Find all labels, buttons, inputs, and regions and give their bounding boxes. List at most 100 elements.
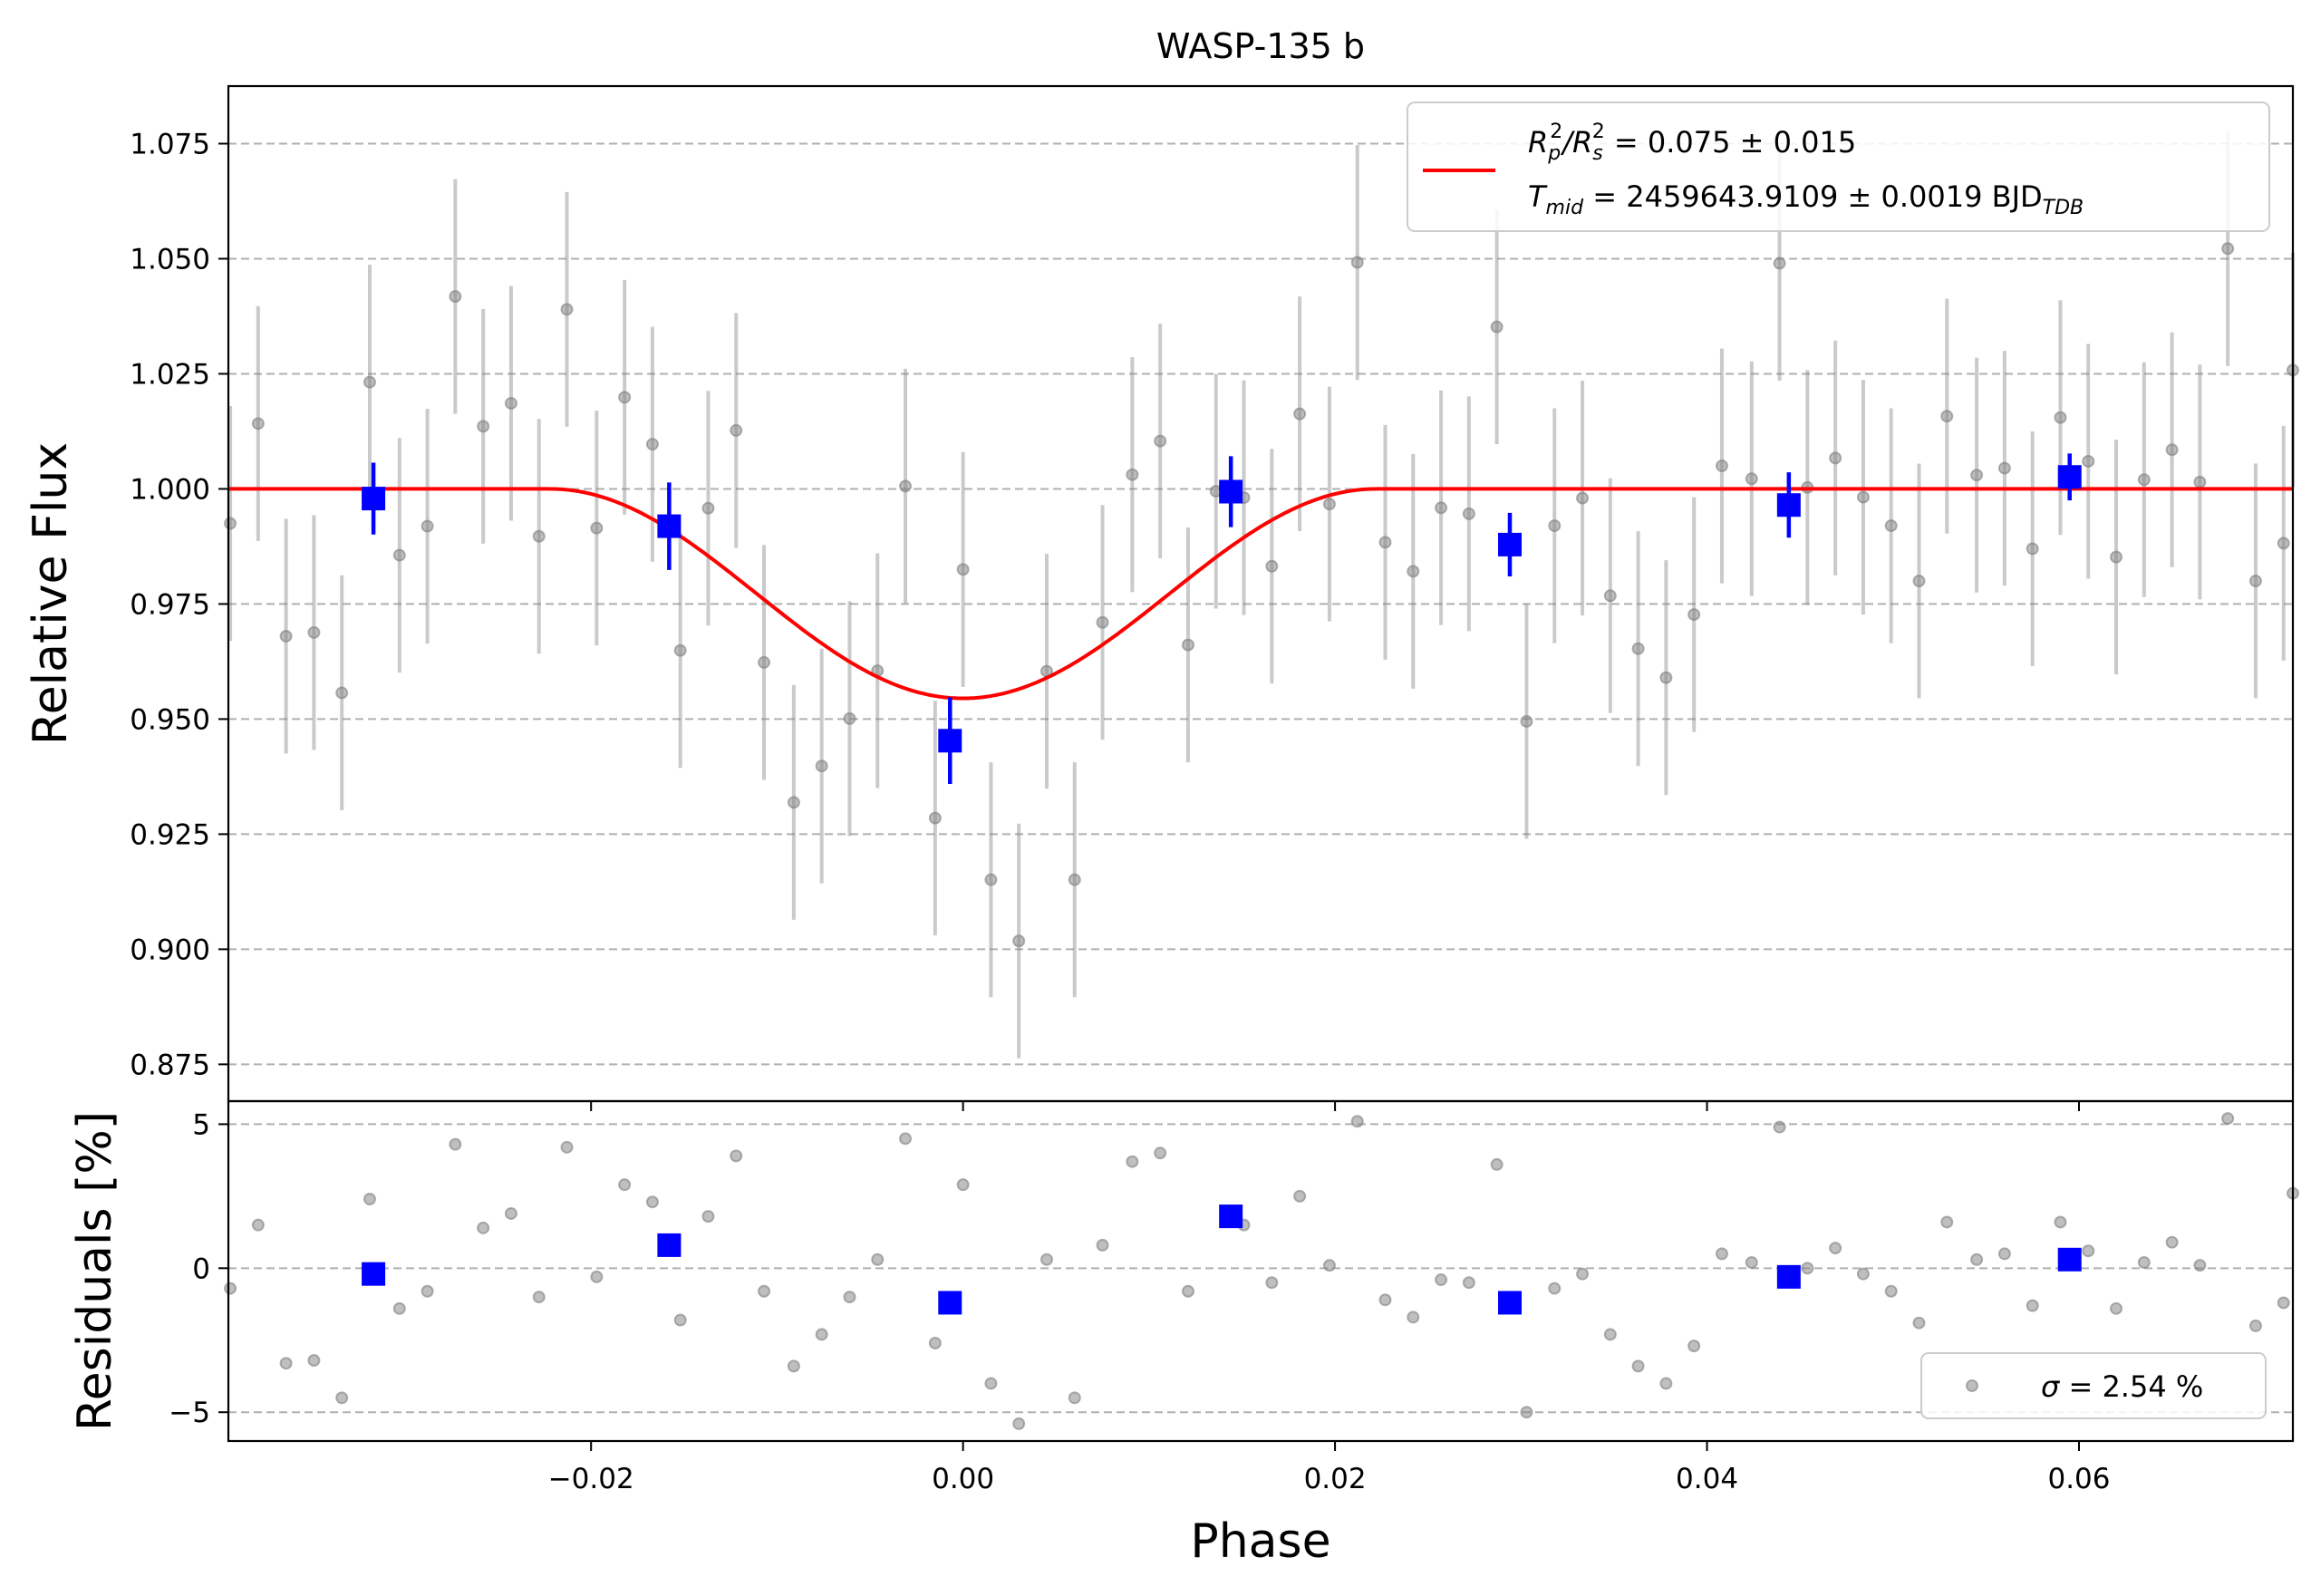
raw-residual-point <box>1659 1377 1673 1390</box>
binned-flux-point <box>1776 493 1801 517</box>
raw-residual-point <box>2221 1112 2235 1126</box>
raw-flux-point <box>758 655 771 669</box>
raw-flux-point <box>2054 411 2067 424</box>
raw-flux-point <box>2221 242 2235 256</box>
raw-flux-point <box>335 686 349 700</box>
raw-residual-point <box>2026 1299 2039 1312</box>
residuals-y-tick-label: 5 <box>192 1108 210 1141</box>
legend-residual-marker <box>1966 1379 1978 1392</box>
raw-residual-point <box>730 1149 743 1163</box>
raw-flux-point <box>307 625 321 639</box>
raw-flux-point <box>1829 451 1842 465</box>
raw-residual-point <box>1096 1238 1109 1252</box>
flux-y-tick-label: 0.975 <box>130 588 210 621</box>
binned-residual-point <box>1219 1204 1243 1229</box>
binned-flux-point <box>938 729 962 753</box>
raw-flux-point <box>1603 589 1617 603</box>
raw-flux-point <box>504 396 517 410</box>
raw-flux-point <box>1715 459 1728 473</box>
raw-flux-point <box>1940 410 1954 423</box>
flux-y-tick-label: 1.075 <box>130 128 210 160</box>
raw-flux-point <box>730 423 743 437</box>
raw-flux-point <box>1576 491 1590 505</box>
raw-residual-point <box>956 1178 970 1192</box>
raw-residual-point <box>2054 1215 2067 1229</box>
raw-flux-point <box>1126 468 1139 481</box>
raw-residual-point <box>1293 1189 1307 1203</box>
flux-y-tick-label: 0.950 <box>130 703 210 736</box>
raw-flux-point <box>1435 501 1448 515</box>
raw-residual-point <box>363 1193 376 1206</box>
raw-flux-point <box>1520 714 1533 728</box>
raw-flux-point <box>449 290 462 304</box>
raw-residual-point <box>2165 1235 2179 1249</box>
raw-flux-point <box>1659 671 1673 684</box>
raw-residual-point <box>1687 1340 1701 1353</box>
raw-residual-point <box>843 1291 856 1304</box>
raw-residual-point <box>307 1354 321 1368</box>
raw-residual-point <box>645 1195 659 1209</box>
raw-flux-point <box>618 391 632 404</box>
legend-box <box>1407 102 2270 232</box>
flux-y-axis-label: Relative Flux <box>24 442 78 745</box>
raw-residual-point <box>1181 1284 1194 1298</box>
flux-legend: Rp2/Rs2 = 0.075 ± 0.015 Tmid = 2459643.9… <box>1407 102 2270 232</box>
flux-grid <box>228 142 2293 1066</box>
raw-flux-point <box>1265 559 1279 573</box>
raw-residual-point <box>2193 1259 2207 1272</box>
transit-model-line <box>228 487 2293 701</box>
raw-flux-point <box>1856 490 1870 504</box>
raw-residual-point <box>815 1328 828 1341</box>
legend-sigma-text: σ = 2.54 % <box>2041 1369 2203 1404</box>
raw-residual-point <box>1068 1391 1081 1405</box>
raw-flux-point <box>1378 536 1392 549</box>
raw-residual-point <box>1940 1215 1954 1229</box>
raw-flux-point <box>2193 475 2207 488</box>
raw-residual-point <box>421 1284 434 1298</box>
raw-residual-point <box>1154 1146 1167 1160</box>
raw-residual-point <box>1829 1242 1842 1255</box>
raw-flux-point <box>1970 469 1984 482</box>
residuals-x-tick-label: 0.00 <box>932 1463 994 1495</box>
raw-residual-point <box>1378 1293 1392 1307</box>
flux-y-tick-label: 1.000 <box>130 473 210 506</box>
raw-flux-point <box>477 420 490 433</box>
flux-y-tick-label: 0.925 <box>130 818 210 851</box>
raw-flux-points <box>224 242 2299 948</box>
flux-panel: 0.875 0.900 0.925 0.950 0.975 1.000 1.025 1.050… <box>24 84 2299 1111</box>
raw-residual-point <box>899 1132 913 1146</box>
residuals-x-tick-label: 0.06 <box>2047 1463 2110 1495</box>
raw-flux-point <box>1407 565 1420 578</box>
residuals-panel: −5 0 5 −0.02 0.00 0.02 0.04 0.06 σ = 2.54 % Re… <box>68 1099 2299 1569</box>
residuals-y-tick-label: −5 <box>169 1397 210 1429</box>
flux-x-ticks <box>590 1101 2080 1111</box>
raw-residual-point <box>590 1270 604 1283</box>
raw-flux-point <box>251 417 265 430</box>
raw-flux-point <box>1096 615 1109 629</box>
binned-residual-point <box>1776 1264 1801 1289</box>
raw-flux-point <box>224 517 237 530</box>
raw-flux-point <box>1631 642 1645 655</box>
raw-residual-point <box>2248 1319 2262 1332</box>
binned-residual-point <box>1498 1291 1523 1315</box>
raw-flux-point <box>2082 454 2095 468</box>
raw-residual-point <box>449 1137 462 1151</box>
raw-flux-point <box>928 811 942 825</box>
raw-flux-point <box>1462 507 1475 520</box>
binned-residual-point <box>657 1233 682 1257</box>
residuals-x-ticks: −0.02 0.00 0.02 0.04 0.06 <box>548 1441 2111 1495</box>
raw-flux-point <box>1773 256 1786 270</box>
raw-residual-point <box>1039 1253 1053 1266</box>
raw-flux-point <box>645 438 659 451</box>
raw-flux-point <box>1997 461 2011 475</box>
legend-tmid-text: Tmid = 2459643.9109 ± 0.0019 BJDTDB <box>1528 179 2084 219</box>
raw-residual-point <box>1912 1316 1926 1330</box>
raw-residual-point <box>477 1221 490 1234</box>
raw-flux-point <box>1293 407 1307 421</box>
raw-flux-point <box>956 563 970 576</box>
raw-residual-point <box>871 1253 885 1266</box>
residuals-y-ticks: −5 0 5 <box>169 1108 228 1429</box>
raw-residual-point <box>2082 1244 2095 1258</box>
